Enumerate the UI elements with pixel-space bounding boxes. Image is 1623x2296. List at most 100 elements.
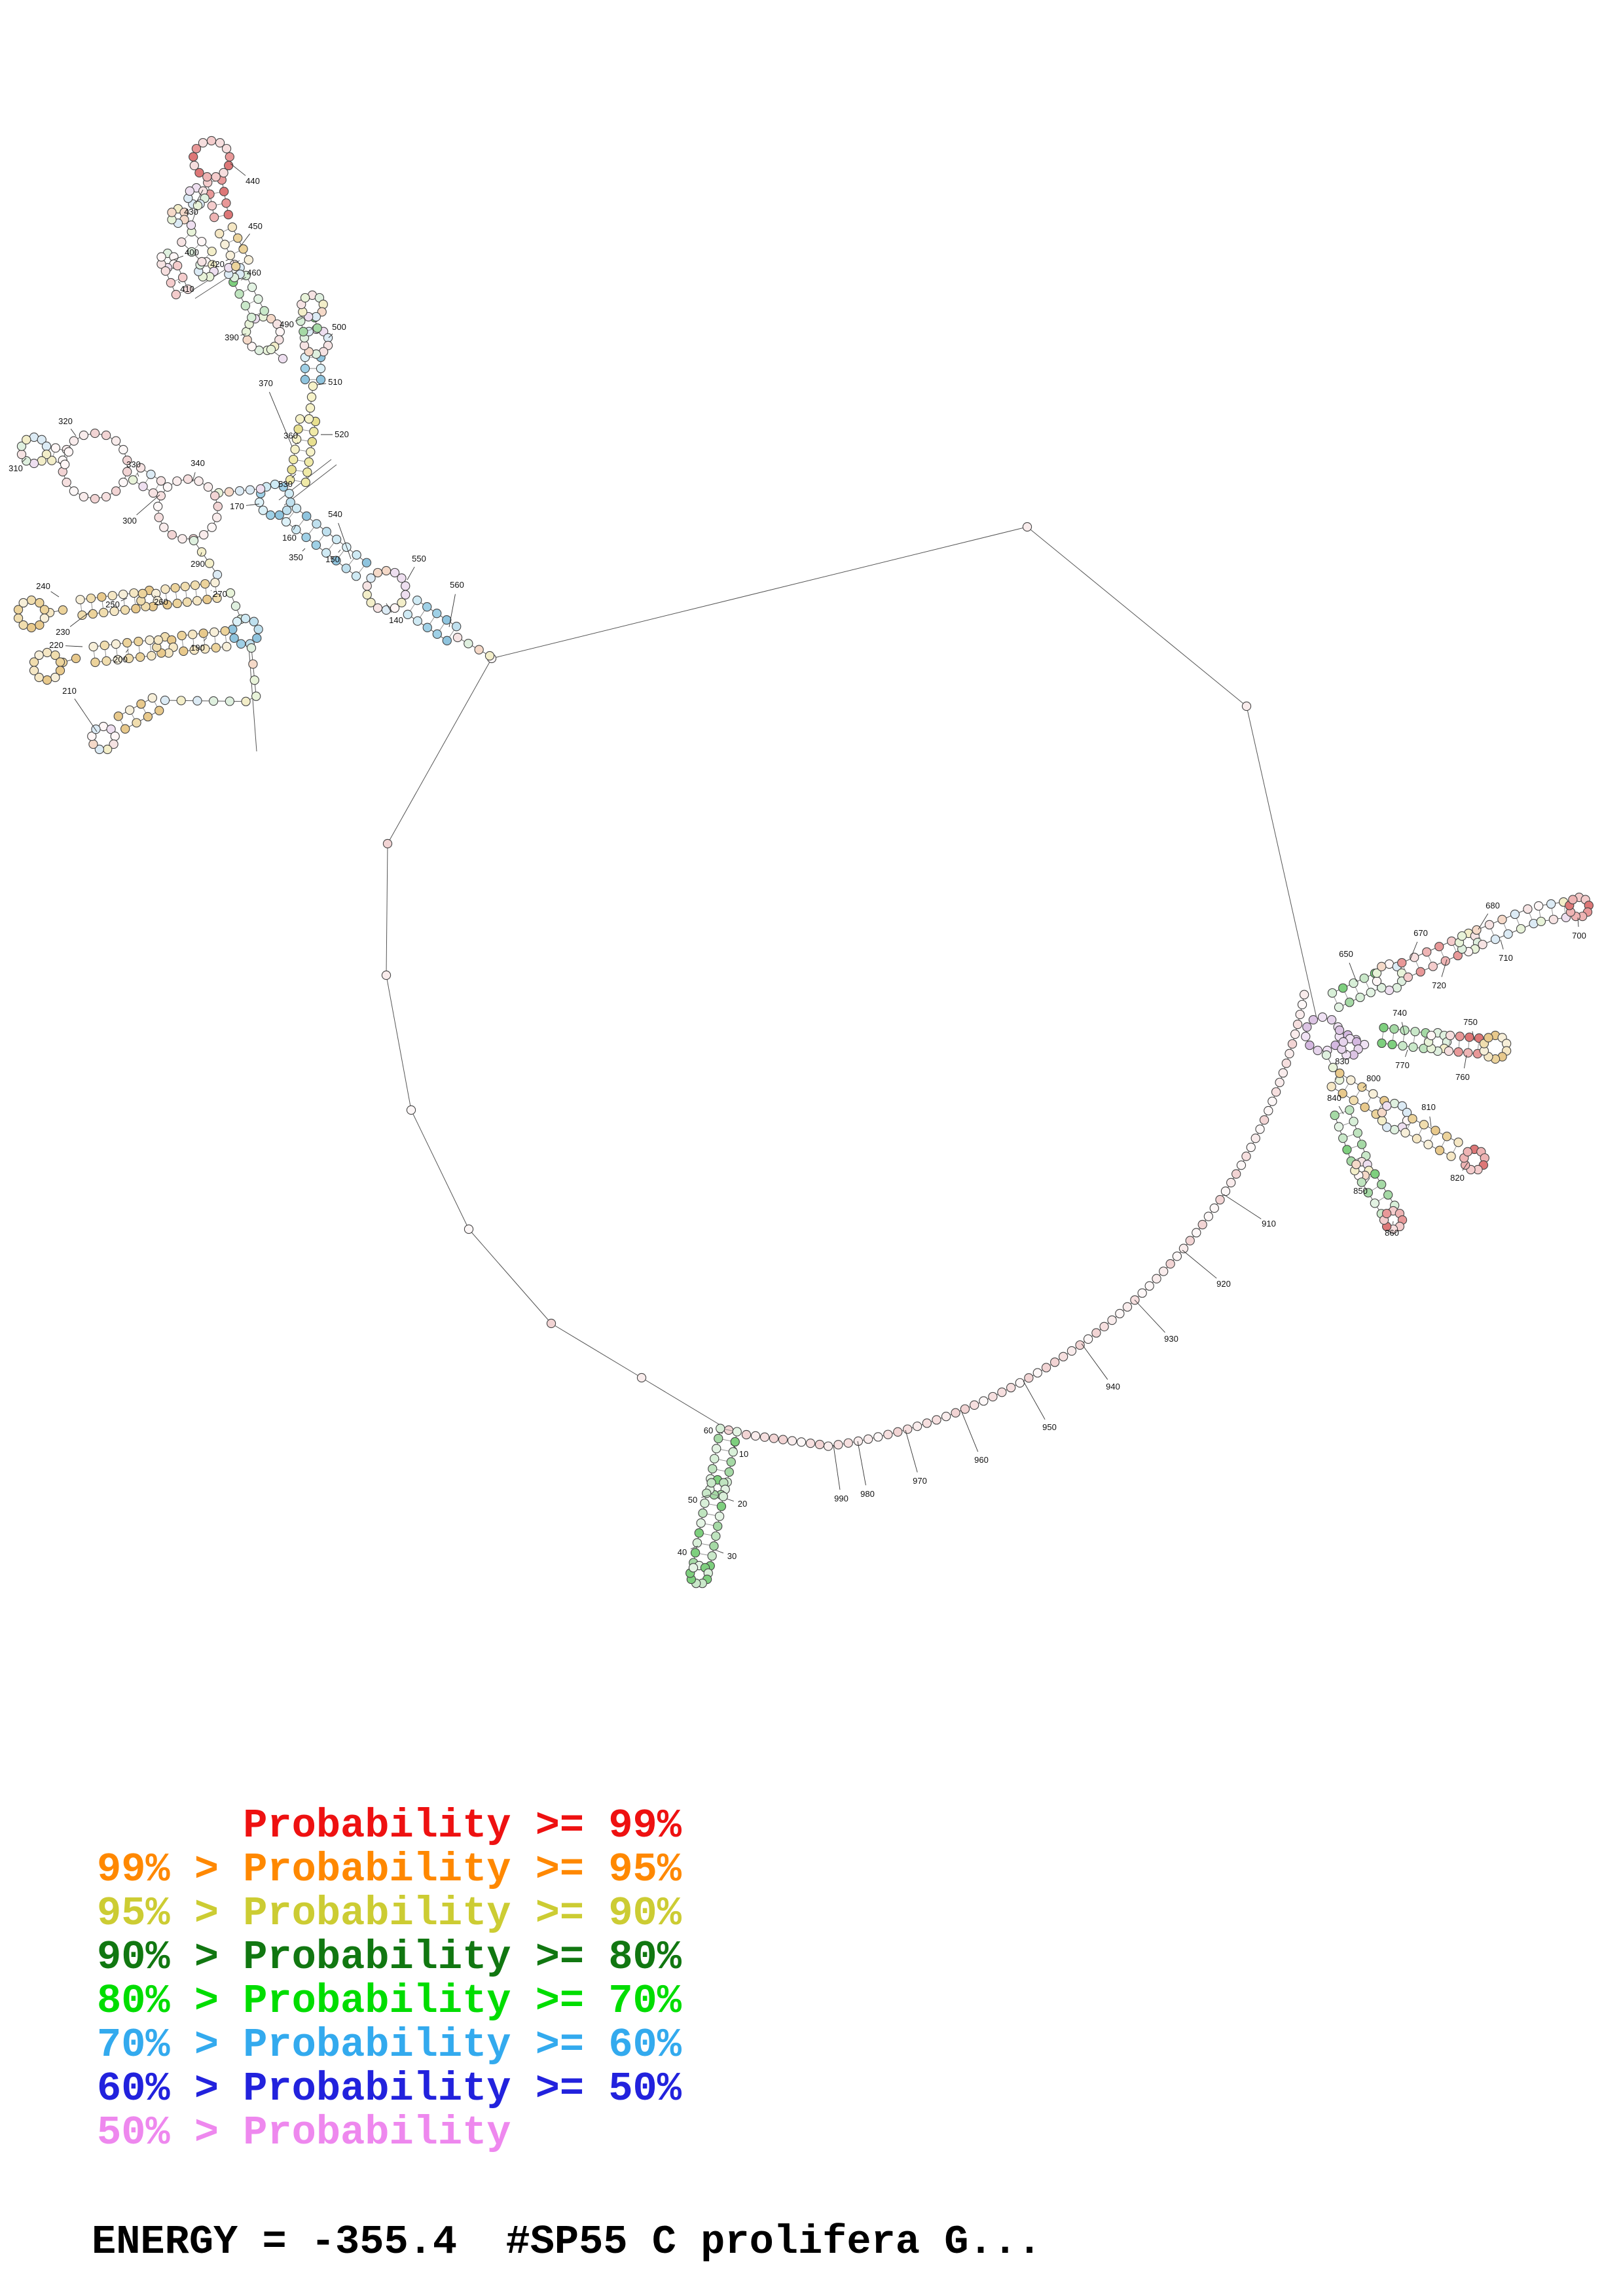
rna-ring [1350,1157,1374,1181]
rna-ring [136,585,162,611]
rna-ring [1379,1206,1408,1234]
rna-ring [29,647,65,685]
rna-helix [128,463,166,498]
rna-helix [285,414,320,488]
rna-ring [16,432,52,469]
rna-helix [403,596,462,645]
position-label: 960 [974,1455,989,1465]
legend-line: 70% > Probability >= 60% [97,2022,682,2068]
position-label: 400 [185,247,199,257]
five-prime-tip-loop [685,1560,713,1588]
rna-dot [1022,522,1032,532]
five-prime-stem [706,1424,742,1487]
rna-ring [13,595,50,633]
legend-line: 60% > Probability >= 50% [97,2066,682,2112]
rna-helix [1472,904,1539,950]
rna-helix [88,635,156,668]
rna-ring [242,312,285,355]
position-label: 440 [246,176,260,186]
position-label: 720 [1432,980,1446,990]
position-label: 970 [913,1476,927,1486]
position-label: 500 [332,322,346,332]
rna-chain [266,344,288,364]
legend-line: 99% > Probability >= 95% [97,1846,682,1893]
position-label: 430 [184,207,198,217]
rna-helix [281,503,372,581]
position-label: 60 [704,1426,713,1435]
position-label: 420 [210,259,225,269]
position-label: 230 [56,627,70,637]
position-label: 320 [58,416,73,426]
position-label: 990 [834,1494,848,1503]
rna-helix [160,260,193,300]
rna-dot [1241,701,1252,711]
position-label: 150 [325,554,340,564]
position-label: 670 [1413,928,1428,938]
rna-helix [203,175,233,223]
position-label: 10 [739,1449,748,1459]
rna-ring [228,613,263,649]
position-label: 250 [105,600,120,609]
rna-helix [177,626,232,656]
position-label: 650 [1339,949,1353,959]
rna-line [194,266,244,299]
rna-helix [113,693,164,734]
position-label: 770 [1395,1060,1410,1070]
three-prime-row [741,1429,825,1450]
position-label: 920 [1216,1279,1231,1289]
position-label: 840 [1327,1093,1341,1103]
exterior-loop-arc [823,990,1309,1451]
position-label: 20 [738,1499,747,1509]
position-label: 50 [688,1495,697,1505]
rna-helix [1400,1114,1463,1161]
position-label: 260 [154,597,168,607]
position-label: 350 [289,552,303,562]
position-label: 310 [9,463,23,473]
rna-helix [215,222,253,272]
rna-ring [297,290,328,322]
rna-ring [87,721,120,755]
right-hub-loop [1301,1012,1344,1056]
position-label: 700 [1572,931,1586,941]
position-label: 820 [1450,1173,1465,1183]
position-label: 540 [328,509,342,519]
legend-line: 50% > Probability [97,2109,511,2156]
rna-ring [58,428,132,504]
position-label: 560 [450,580,464,590]
position-label: 360 [283,431,298,440]
position-label: 740 [1393,1008,1407,1018]
rna-helix [1330,1105,1371,1166]
position-label: 370 [259,378,273,388]
rna-helix [1533,897,1571,927]
position-label: 520 [335,429,349,439]
position-label: 680 [1486,901,1500,910]
position-label: 450 [248,221,263,231]
probability-legend: Probability >= 99% 99% > Probability >= … [97,1804,682,2155]
rna-helix [689,1488,728,1571]
position-label: 830 [1335,1056,1349,1066]
position-label: 850 [1353,1186,1368,1196]
legend-line: 80% > Probability >= 70% [97,1978,682,2024]
rna-helix [1397,936,1463,982]
rna-helix [75,588,141,620]
rna-helix [1444,1030,1484,1059]
position-label: 910 [1262,1219,1276,1229]
rna-helix [46,443,74,469]
chord-right [1027,526,1247,707]
position-label: 940 [1106,1382,1120,1391]
position-label: 800 [1366,1073,1381,1083]
rna-helix [300,352,326,385]
rna-ring [1459,1144,1489,1175]
position-label: 950 [1042,1422,1057,1432]
rna-ring [1454,928,1483,957]
position-label: 760 [1455,1072,1470,1082]
rna-chain [452,632,495,661]
legend-line: 95% > Probability >= 90% [97,1890,682,1937]
position-label: 290 [191,559,205,569]
position-label: 860 [1385,1228,1399,1238]
position-label: 40 [678,1547,687,1557]
rna-ring [1337,1033,1363,1060]
energy-caption: ENERGY = -355.4 #SP55 C prolifera G... [92,2219,1042,2265]
